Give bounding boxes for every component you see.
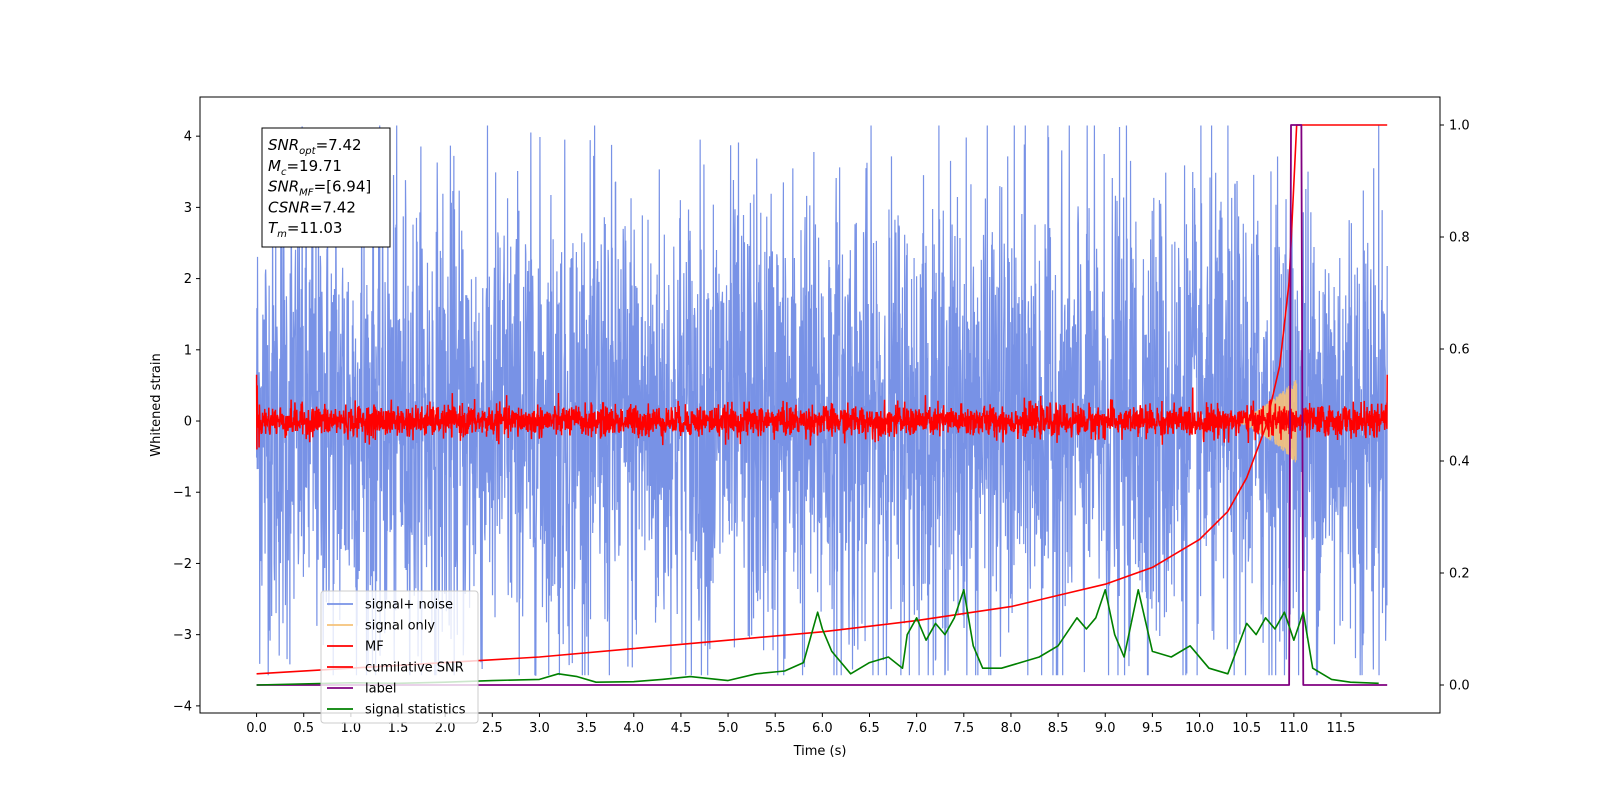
x-tick-label: 11.0 <box>1279 721 1308 736</box>
x-tick-label: 10.0 <box>1185 721 1214 736</box>
x-tick-label: 4.0 <box>623 721 644 736</box>
y-tick-label: 4 <box>184 130 192 145</box>
legend-entry: signal+ noise <box>365 598 453 613</box>
annotation-line: CSNR=7.42 <box>268 198 356 216</box>
annotation-line: SNRMF=[6.94] <box>268 178 371 199</box>
y-tick-label: 0 <box>184 415 192 430</box>
annotation-line: Mc=19.71 <box>268 157 342 178</box>
series-mf <box>255 374 1388 450</box>
y-tick-label: 1 <box>184 343 192 358</box>
plot-frame <box>199 96 1441 714</box>
series-signal-noise <box>255 125 1388 676</box>
y-tick-label: −1 <box>173 486 192 501</box>
y-tick-label: −2 <box>173 557 192 572</box>
legend-entry: signal only <box>365 619 435 634</box>
y-tick-label: 3 <box>184 201 192 216</box>
y-right-tick-label: 1.0 <box>1449 119 1470 134</box>
x-tick-label: 3.5 <box>576 721 597 736</box>
y-right-tick-label: 0.2 <box>1449 567 1470 582</box>
y-right-tick-label: 0.8 <box>1449 231 1470 246</box>
x-tick-label: 10.5 <box>1232 721 1261 736</box>
legend-entry: MF <box>365 640 384 655</box>
x-tick-label: 2.0 <box>435 721 456 736</box>
x-tick-label: 1.0 <box>341 721 362 736</box>
legend-entry: cumilative SNR <box>365 661 464 676</box>
x-tick-label: 5.0 <box>718 721 739 736</box>
x-tick-label: 9.5 <box>1142 721 1163 736</box>
series-layer <box>255 124 1388 686</box>
x-tick-label: 6.5 <box>859 721 880 736</box>
x-tick-label: 8.5 <box>1048 721 1069 736</box>
x-tick-label: 5.5 <box>765 721 786 736</box>
x-tick-label: 9.0 <box>1095 721 1116 736</box>
x-tick-label: 7.5 <box>953 721 974 736</box>
x-tick-label: 0.0 <box>246 721 267 736</box>
x-tick-label: 11.5 <box>1327 721 1356 736</box>
y-tick-label: 2 <box>184 272 192 287</box>
legend-entry: signal statistics <box>365 703 466 718</box>
annotation-box: SNRopt=7.42Mc=19.71SNRMF=[6.94]CSNR=7.42… <box>261 127 391 248</box>
legend-entry: label <box>365 682 396 697</box>
y-right-tick-label: 0.6 <box>1449 343 1470 358</box>
x-tick-label: 4.5 <box>671 721 692 736</box>
series-signal-statistics <box>256 589 1379 686</box>
y-axis-label: Whitened strain <box>149 353 164 456</box>
annotation-frame <box>261 127 391 248</box>
annotation-line: Tm=11.03 <box>268 219 342 240</box>
y-tick-label: −4 <box>173 699 192 714</box>
legend: signal+ noise signal only MF cumilative SNR… <box>320 590 479 724</box>
x-tick-label: 6.0 <box>812 721 833 736</box>
x-tick-label: 7.0 <box>906 721 927 736</box>
y-tick-label: −3 <box>173 628 192 643</box>
y-axis-right: 0.0 0.2 0.4 0.6 0.8 1.0 <box>1440 119 1470 694</box>
series-label <box>256 124 1388 686</box>
x-axis: 0.0 0.5 1.0 1.5 2.0 2.5 3.0 3.5 4.0 4.5 5.0 5.5 6.0 6… <box>246 713 1355 736</box>
x-tick-label: 0.5 <box>293 721 314 736</box>
legend-frame <box>320 590 479 724</box>
x-tick-label: 2.5 <box>482 721 503 736</box>
x-axis-label: Time (s) <box>793 744 847 759</box>
annotation-line: SNRopt=7.42 <box>268 136 362 157</box>
x-tick-label: 3.0 <box>529 721 550 736</box>
y-right-tick-label: 0.4 <box>1449 455 1470 470</box>
series-cumulative-snr <box>256 124 1388 675</box>
y-axis-left: −4 −3 −2 −1 0 1 2 3 4 <box>173 130 200 714</box>
y-right-tick-label: 0.0 <box>1449 679 1470 694</box>
x-tick-label: 8.0 <box>1001 721 1022 736</box>
x-tick-label: 1.5 <box>388 721 409 736</box>
